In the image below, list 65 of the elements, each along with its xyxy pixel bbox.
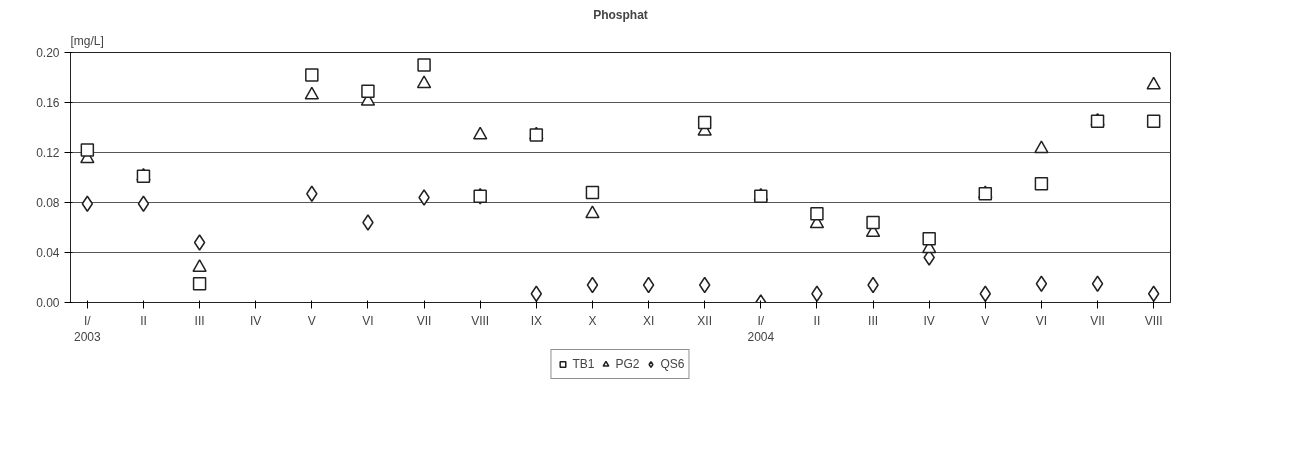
x-tick-label: XII — [697, 313, 713, 328]
point — [530, 285, 543, 302]
chart-title: Phosphat — [593, 7, 648, 22]
point — [305, 68, 319, 82]
point — [193, 234, 206, 251]
legend-label: QS6 — [660, 357, 685, 371]
point — [1034, 140, 1049, 154]
x-tick-label: II — [140, 313, 147, 328]
y-tick-label: 0.04 — [36, 246, 60, 260]
legend-label: TB1 — [572, 357, 595, 371]
point — [361, 84, 375, 98]
point — [1146, 114, 1161, 128]
y-tick-label: 0.16 — [36, 96, 60, 110]
x-tick-label: II — [813, 313, 821, 328]
x-tick-label: III — [194, 313, 205, 328]
x-tick-label: XI — [642, 313, 655, 328]
x-tick-label: I/ 2004 — [747, 313, 775, 345]
y-axis-title: [mg/L] — [70, 33, 104, 48]
point — [304, 86, 320, 100]
point — [585, 205, 600, 219]
point — [362, 214, 374, 231]
x-tick-label: VII — [1090, 313, 1105, 328]
x-tick-label: IV — [923, 313, 935, 328]
point — [697, 115, 712, 130]
legend-label: PG2 — [615, 357, 640, 371]
point — [472, 126, 488, 140]
y-tick-label: 0.20 — [36, 46, 60, 60]
point — [1034, 177, 1049, 191]
point — [979, 285, 992, 302]
point — [586, 276, 599, 294]
point — [306, 185, 318, 202]
x-tick-label: VI — [1035, 313, 1048, 328]
point — [585, 185, 600, 200]
x-tick-label: VIII — [471, 313, 490, 328]
point — [1146, 76, 1161, 90]
x-tick-label: V — [981, 313, 990, 328]
y-tick-label: 0.08 — [36, 196, 60, 210]
point — [811, 285, 823, 302]
point — [417, 58, 431, 72]
x-tick-label: I/ 2003 — [73, 313, 102, 345]
x-tick-label: III — [868, 313, 879, 328]
point — [416, 75, 432, 89]
y-tick-label: 0.12 — [36, 146, 60, 160]
point — [192, 277, 207, 291]
point — [81, 195, 94, 212]
point — [1035, 275, 1048, 292]
point — [866, 215, 880, 230]
x-tick-label: IX — [530, 313, 542, 328]
point — [698, 276, 711, 294]
point — [1147, 285, 1160, 302]
x-tick-label: V — [307, 313, 316, 328]
y-tick-label: 0.00 — [36, 296, 60, 310]
point — [922, 232, 936, 246]
x-tick-label: VI — [362, 313, 374, 328]
point — [1091, 275, 1104, 292]
point — [80, 143, 95, 157]
point — [418, 189, 430, 206]
x-tick-label: IV — [250, 313, 262, 328]
point — [642, 276, 655, 294]
point — [192, 259, 207, 272]
x-tick-label: VIII — [1144, 313, 1163, 328]
point — [137, 195, 150, 212]
x-tick-label: VII — [416, 313, 432, 328]
point — [810, 207, 824, 221]
x-tick-label: X — [588, 313, 597, 328]
